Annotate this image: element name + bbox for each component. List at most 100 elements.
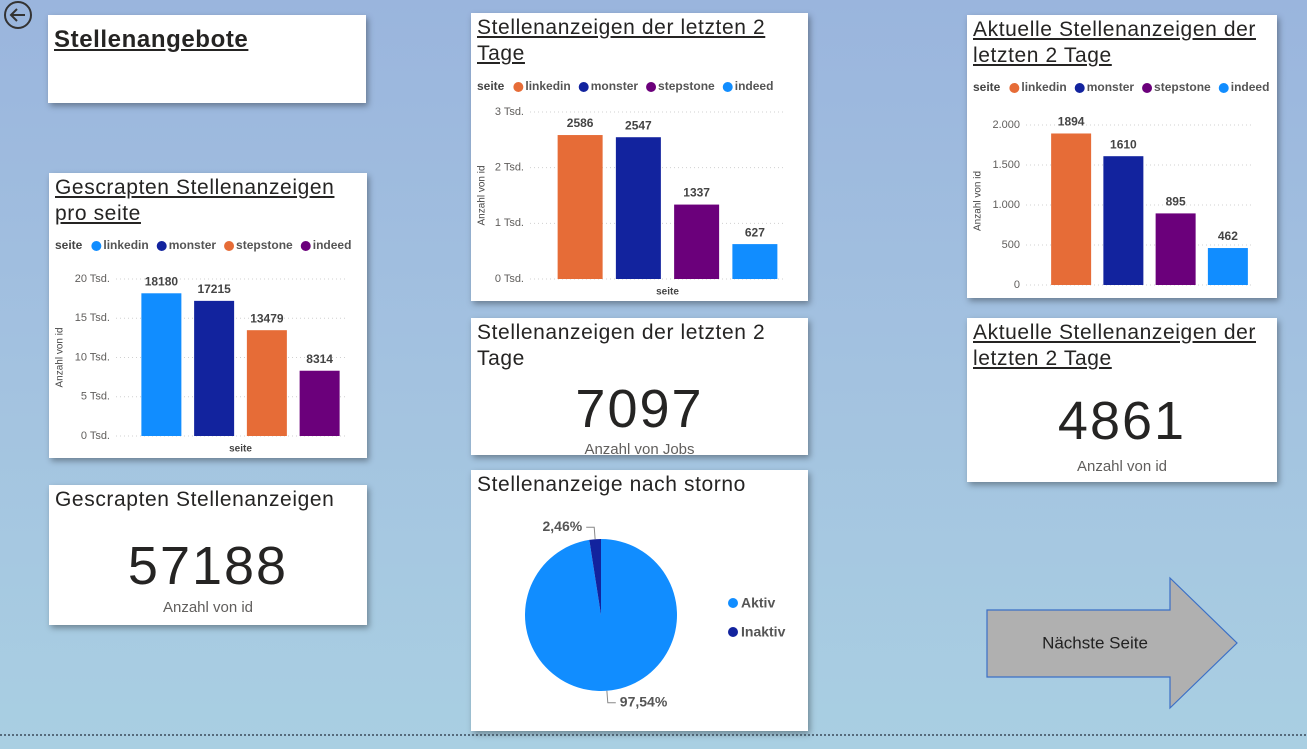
card-title: Stellenanzeigen der letzten 2 Tage (477, 321, 766, 370)
chart-title: Gescrapten Stellenanzeigen pro seite (55, 176, 335, 225)
y-tick-label: 10 Tsd. (75, 351, 110, 363)
data-label: 2,46% (543, 518, 583, 534)
y-tick-label: 1.000 (992, 199, 1020, 211)
legend-marker (728, 627, 738, 637)
data-label: 13479 (250, 311, 284, 325)
y-tick-label: 1 Tsd. (495, 217, 524, 229)
legend-marker (646, 82, 657, 92)
bar (299, 370, 340, 436)
back-button[interactable] (3, 1, 35, 31)
legend-marker (1009, 83, 1020, 93)
pie-slice (525, 539, 678, 691)
legend-marker (722, 82, 733, 92)
bar (1051, 133, 1092, 285)
chart: 97,54% Aktiv 2,46% Inaktiv (525, 518, 786, 709)
legend-title: seite (55, 238, 83, 252)
card: Gescrapten Stellenanzeigen 57188 Anzahl … (49, 485, 367, 625)
x-axis-title: seite (656, 287, 679, 298)
legend-marker (1142, 83, 1153, 93)
chart-title: Aktuelle Stellenanzeigen der letzten 2 T… (973, 18, 1256, 67)
legend-label: monster (169, 238, 217, 252)
card-label: Anzahl von id (162, 599, 254, 616)
y-tick-label: 0 (1014, 279, 1020, 291)
card-label: Anzahl von id (1076, 458, 1168, 475)
legend-title: seite (477, 79, 505, 93)
leader-line (606, 690, 616, 704)
chart-panel: Aktuelle Stellenanzeigen der letzten 2 T… (967, 15, 1277, 298)
data-label: 97,54% (620, 693, 668, 709)
leader-line (586, 526, 596, 540)
data-label: 1337 (683, 186, 710, 200)
chart: seite linkedin monster stepstone indeed 0 500 1… (973, 80, 1270, 291)
data-label: 2547 (625, 118, 652, 132)
y-tick-label: 0 Tsd. (495, 273, 524, 285)
legend-label: indeed (1231, 80, 1270, 94)
y-tick-label: 3 Tsd. (495, 106, 524, 118)
legend-label: linkedin (1021, 80, 1066, 94)
bar (674, 204, 720, 279)
legend-label: monster (591, 79, 639, 93)
y-tick-label: 2.000 (992, 119, 1020, 131)
button-label[interactable]: Nächste Seite (1042, 633, 1148, 652)
card-title: Gescrapten Stellenanzeigen (55, 488, 335, 511)
arrow-shape[interactable] (986, 576, 1238, 710)
legend-marker (1074, 83, 1085, 93)
card-title: Aktuelle Stellenanzeigen der letzten 2 T… (973, 321, 1256, 370)
data-label: 1610 (1110, 137, 1137, 151)
bar (615, 137, 661, 279)
legend-label: indeed (313, 238, 352, 252)
data-label: 2586 (567, 116, 594, 130)
header-panel: Stellenangebote (48, 15, 366, 103)
chart-panel: Stellenanzeigen der letzten 2 Tage seite… (471, 13, 808, 301)
bar (1155, 213, 1196, 285)
data-label: 1894 (1058, 115, 1085, 129)
y-axis-title: Anzahl von id (973, 171, 984, 231)
legend-label: Inaktiv (741, 624, 786, 640)
y-tick-label: 15 Tsd. (75, 312, 110, 324)
legend-marker (728, 598, 738, 608)
y-tick-label: 0 Tsd. (81, 430, 110, 442)
bar (246, 330, 287, 436)
data-label: 17215 (197, 282, 231, 296)
bar (732, 244, 778, 279)
legend-marker (300, 241, 311, 251)
legend-marker (578, 82, 589, 92)
legend-label: monster (1087, 80, 1135, 94)
card: Aktuelle Stellenanzeigen der letzten 2 T… (967, 318, 1277, 482)
card-value: 4861 (1057, 391, 1187, 451)
card-label: Anzahl von Jobs (584, 441, 695, 455)
chart: seite linkedin monster stepstone indeed 0 Tsd… (477, 79, 784, 298)
y-axis-title: Anzahl von id (55, 327, 66, 387)
legend-label: Aktiv (741, 595, 775, 611)
chart-panel: Stellenanzeige nach storno 97,54% Aktiv 2,… (471, 470, 808, 731)
legend-marker (156, 241, 167, 251)
separator (0, 734, 1307, 736)
chart-panel: Gescrapten Stellenanzeigen pro seite sei… (49, 173, 367, 458)
bar (1103, 156, 1144, 285)
y-tick-label: 1.500 (992, 159, 1020, 171)
legend-label: linkedin (103, 238, 148, 252)
data-label: 18180 (145, 274, 179, 288)
bar (557, 135, 603, 279)
chart-title: Stellenanzeige nach storno (477, 473, 746, 496)
pie-slice (589, 539, 601, 615)
legend-label: indeed (735, 79, 774, 93)
legend-label: linkedin (525, 79, 570, 93)
next-page-button[interactable]: Nächste Seite (985, 576, 1241, 712)
legend-marker (91, 241, 102, 251)
data-label: 627 (745, 225, 765, 239)
y-tick-label: 2 Tsd. (495, 162, 524, 174)
page-title: Stellenangebote (54, 26, 249, 53)
bar (1207, 248, 1248, 285)
legend-label: stepstone (1154, 80, 1211, 94)
legend-label: stepstone (236, 238, 293, 252)
x-axis-title: seite (229, 444, 252, 455)
legend-marker (1218, 83, 1229, 93)
y-axis-title: Anzahl von id (477, 165, 488, 225)
chart-title: Stellenanzeigen der letzten 2 Tage (477, 16, 766, 65)
chart: seite linkedin monster stepstone indeed 0 Tsd… (55, 238, 352, 455)
legend-marker (224, 241, 235, 251)
y-tick-label: 5 Tsd. (81, 391, 110, 403)
y-tick-label: 20 Tsd. (75, 273, 110, 285)
